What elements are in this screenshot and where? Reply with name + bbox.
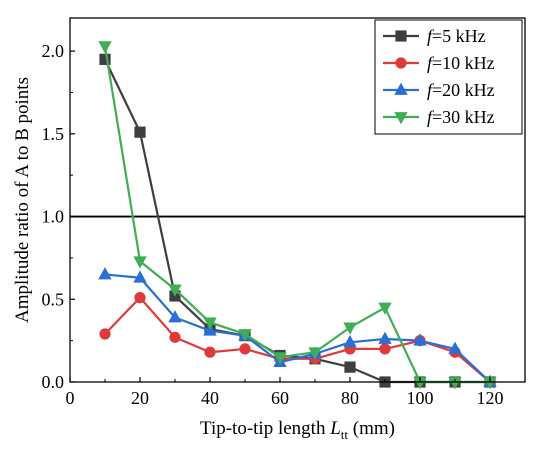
- series-line: [104, 273, 491, 383]
- data-point: [343, 322, 357, 335]
- x-tick-label: 0: [66, 388, 75, 408]
- data-point: [378, 331, 392, 344]
- series-line: [104, 296, 491, 383]
- data-point: [448, 377, 462, 390]
- legend-swatch-marker: [395, 30, 407, 42]
- legend-entry: f=20 kHz: [383, 80, 495, 100]
- legend-label-rest: =20 kHz: [432, 80, 495, 100]
- legend-entry: f=5 kHz: [383, 26, 486, 46]
- legend-swatch-marker: [394, 82, 408, 95]
- y-tick-label: 0.5: [42, 289, 65, 309]
- data-point: [379, 343, 391, 355]
- data-point: [308, 347, 322, 360]
- legend-swatch-marker: [395, 57, 407, 69]
- data-point: [98, 267, 112, 280]
- data-point: [204, 346, 216, 358]
- data-point: [239, 343, 251, 355]
- x-tick-label: 80: [341, 388, 359, 408]
- legend-label-var: f: [427, 53, 435, 73]
- x-tick-label: 40: [201, 388, 219, 408]
- series-3: [98, 267, 497, 387]
- y-axis: 0.0 0.5 1.0 1.5 2.0: [42, 41, 75, 392]
- y-tick-label: 1.5: [42, 124, 65, 144]
- y-axis-label: Amplitude ratio of A to B points: [12, 77, 33, 323]
- x-tick-label: 100: [407, 388, 434, 408]
- data-point: [99, 53, 111, 65]
- data-point: [134, 292, 146, 304]
- legend-label-var: f: [427, 26, 435, 46]
- data-point: [168, 310, 182, 323]
- legend-entry: f=10 kHz: [383, 53, 495, 73]
- x-axis-label-var: L: [329, 418, 341, 439]
- legend-label-rest: =30 kHz: [432, 107, 495, 127]
- data-point: [344, 361, 356, 373]
- data-point: [343, 334, 357, 348]
- x-tick-label: 60: [271, 388, 289, 408]
- y-tick-label: 1.0: [42, 207, 65, 227]
- x-axis-label-sub: tt: [341, 427, 349, 442]
- legend-label-rest: =10 kHz: [432, 53, 495, 73]
- x-tick-label: 120: [477, 388, 504, 408]
- legend-label-var: f: [427, 107, 435, 127]
- legend-swatch-marker: [394, 112, 408, 125]
- legend-label: f=30 kHz: [427, 107, 495, 127]
- data-point: [448, 341, 462, 354]
- data-point: [169, 331, 181, 343]
- data-point: [133, 270, 147, 283]
- x-axis-label: Tip-to-tip length Ltt (mm): [200, 418, 395, 442]
- x-axis: 0 20 40 60 80 100 120: [66, 377, 504, 408]
- data-point: [133, 256, 147, 269]
- x-axis-label-main: Tip-to-tip length: [200, 418, 330, 439]
- data-point: [413, 333, 427, 346]
- data-point: [168, 284, 182, 297]
- data-point: [134, 126, 146, 138]
- legend-label: f=5 kHz: [427, 26, 486, 46]
- x-tick-label: 20: [131, 388, 149, 408]
- data-point: [99, 328, 111, 340]
- legend-label: f=20 kHz: [427, 80, 495, 100]
- series-layer: [98, 41, 497, 390]
- legend-label: f=10 kHz: [427, 53, 495, 73]
- legend-label-var: f: [427, 80, 435, 100]
- series-2: [99, 292, 496, 388]
- data-point: [238, 329, 252, 342]
- data-point: [273, 352, 287, 365]
- legend-label-rest: =5 kHz: [432, 26, 486, 46]
- y-tick-label: 2.0: [42, 41, 65, 61]
- data-point: [203, 317, 217, 330]
- plot-frame: [69, 17, 526, 383]
- data-point: [378, 302, 392, 315]
- x-axis-label-unit: (mm): [348, 418, 395, 439]
- data-point: [98, 41, 112, 54]
- legend-entry: f=30 kHz: [383, 107, 495, 127]
- y-tick-label: 0.0: [42, 372, 65, 392]
